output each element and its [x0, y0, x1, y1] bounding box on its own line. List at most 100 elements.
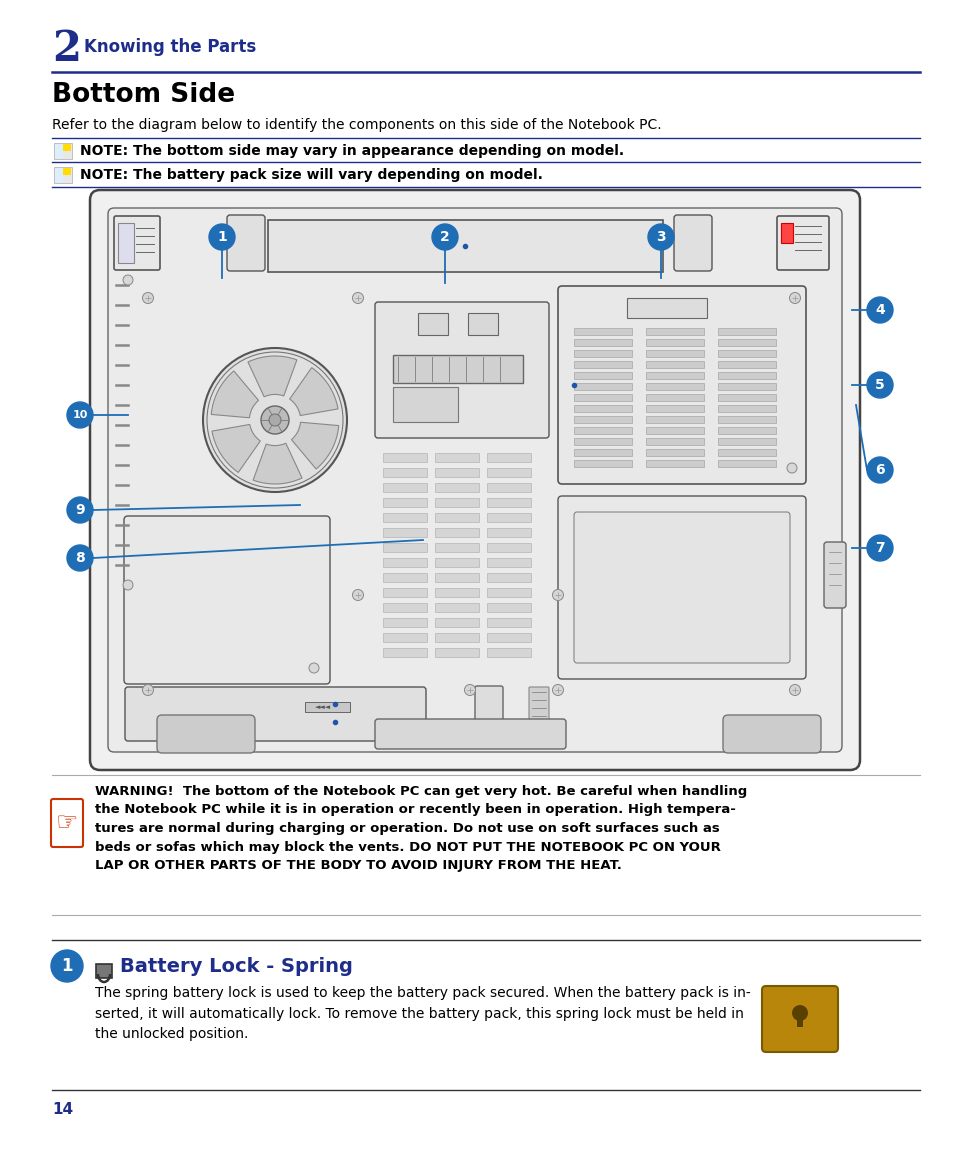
Bar — [63, 167, 71, 176]
Bar — [486, 648, 531, 657]
Bar — [574, 449, 631, 456]
Bar — [718, 405, 775, 412]
Bar — [435, 513, 478, 522]
Circle shape — [352, 292, 363, 304]
Bar — [645, 438, 703, 445]
Circle shape — [142, 292, 153, 304]
Bar — [382, 543, 427, 552]
Bar — [435, 483, 478, 492]
Bar — [781, 223, 792, 243]
Bar — [645, 362, 703, 368]
Circle shape — [352, 589, 363, 601]
Circle shape — [123, 580, 132, 590]
Wedge shape — [290, 367, 337, 416]
Bar — [382, 453, 427, 462]
Bar — [382, 468, 427, 477]
Bar — [382, 558, 427, 567]
Bar — [435, 558, 478, 567]
Bar — [96, 964, 112, 978]
Bar — [305, 702, 350, 711]
Bar — [435, 588, 478, 597]
Text: 6: 6 — [874, 463, 883, 477]
FancyBboxPatch shape — [673, 215, 711, 271]
Bar — [718, 394, 775, 401]
Bar — [645, 449, 703, 456]
Bar — [574, 427, 631, 434]
Circle shape — [203, 348, 347, 492]
Bar — [718, 427, 775, 434]
Bar — [645, 328, 703, 335]
Bar — [54, 143, 71, 159]
Bar — [118, 223, 133, 263]
Bar — [486, 558, 531, 567]
Bar — [718, 362, 775, 368]
FancyBboxPatch shape — [108, 208, 841, 752]
Circle shape — [51, 951, 83, 982]
Bar — [718, 449, 775, 456]
Bar — [382, 588, 427, 597]
Bar — [645, 394, 703, 401]
Circle shape — [123, 275, 132, 285]
Bar — [417, 313, 448, 335]
Text: Knowing the Parts: Knowing the Parts — [84, 38, 256, 55]
Text: Bottom Side: Bottom Side — [52, 82, 234, 109]
Bar — [468, 313, 497, 335]
FancyBboxPatch shape — [375, 301, 548, 438]
FancyBboxPatch shape — [823, 542, 845, 608]
Text: The spring battery lock is used to keep the battery pack secured. When the batte: The spring battery lock is used to keep … — [95, 986, 750, 1041]
Circle shape — [866, 372, 892, 398]
Text: 7: 7 — [874, 541, 883, 556]
Circle shape — [866, 535, 892, 561]
Circle shape — [789, 292, 800, 304]
FancyBboxPatch shape — [574, 512, 789, 663]
Bar — [382, 528, 427, 537]
Text: 14: 14 — [52, 1102, 73, 1117]
Bar — [574, 372, 631, 379]
Bar — [645, 372, 703, 379]
Bar — [435, 603, 478, 612]
Text: 8: 8 — [75, 551, 85, 565]
Wedge shape — [292, 423, 338, 469]
Circle shape — [552, 589, 563, 601]
Bar — [54, 167, 71, 182]
Bar — [435, 453, 478, 462]
Bar — [718, 460, 775, 467]
Bar — [486, 528, 531, 537]
Circle shape — [269, 413, 281, 426]
Bar — [645, 340, 703, 346]
Bar — [382, 498, 427, 507]
Circle shape — [647, 224, 673, 249]
Bar — [435, 468, 478, 477]
Text: ☞: ☞ — [56, 811, 78, 835]
Bar — [574, 405, 631, 412]
Text: 5: 5 — [874, 378, 884, 392]
Bar — [382, 648, 427, 657]
Text: ◄◄◄: ◄◄◄ — [314, 705, 331, 710]
Text: Refer to the diagram below to identify the components on this side of the Notebo: Refer to the diagram below to identify t… — [52, 118, 661, 132]
Text: NOTE: The battery pack size will vary depending on model.: NOTE: The battery pack size will vary de… — [80, 167, 542, 182]
Bar — [382, 573, 427, 582]
Bar — [435, 498, 478, 507]
Bar — [574, 460, 631, 467]
Bar — [718, 416, 775, 423]
Bar — [645, 427, 703, 434]
FancyBboxPatch shape — [761, 986, 837, 1052]
Bar — [435, 648, 478, 657]
Bar — [382, 513, 427, 522]
Bar — [645, 460, 703, 467]
Bar — [486, 498, 531, 507]
Text: 2: 2 — [439, 230, 450, 244]
Circle shape — [261, 407, 289, 434]
Circle shape — [209, 224, 234, 249]
Bar — [626, 298, 706, 318]
Bar — [486, 483, 531, 492]
Circle shape — [866, 297, 892, 323]
Bar — [435, 528, 478, 537]
FancyBboxPatch shape — [90, 191, 859, 770]
Circle shape — [789, 685, 800, 695]
Bar — [55, 167, 63, 182]
Circle shape — [432, 224, 457, 249]
Bar — [486, 453, 531, 462]
Wedge shape — [211, 371, 258, 418]
Bar — [486, 633, 531, 642]
